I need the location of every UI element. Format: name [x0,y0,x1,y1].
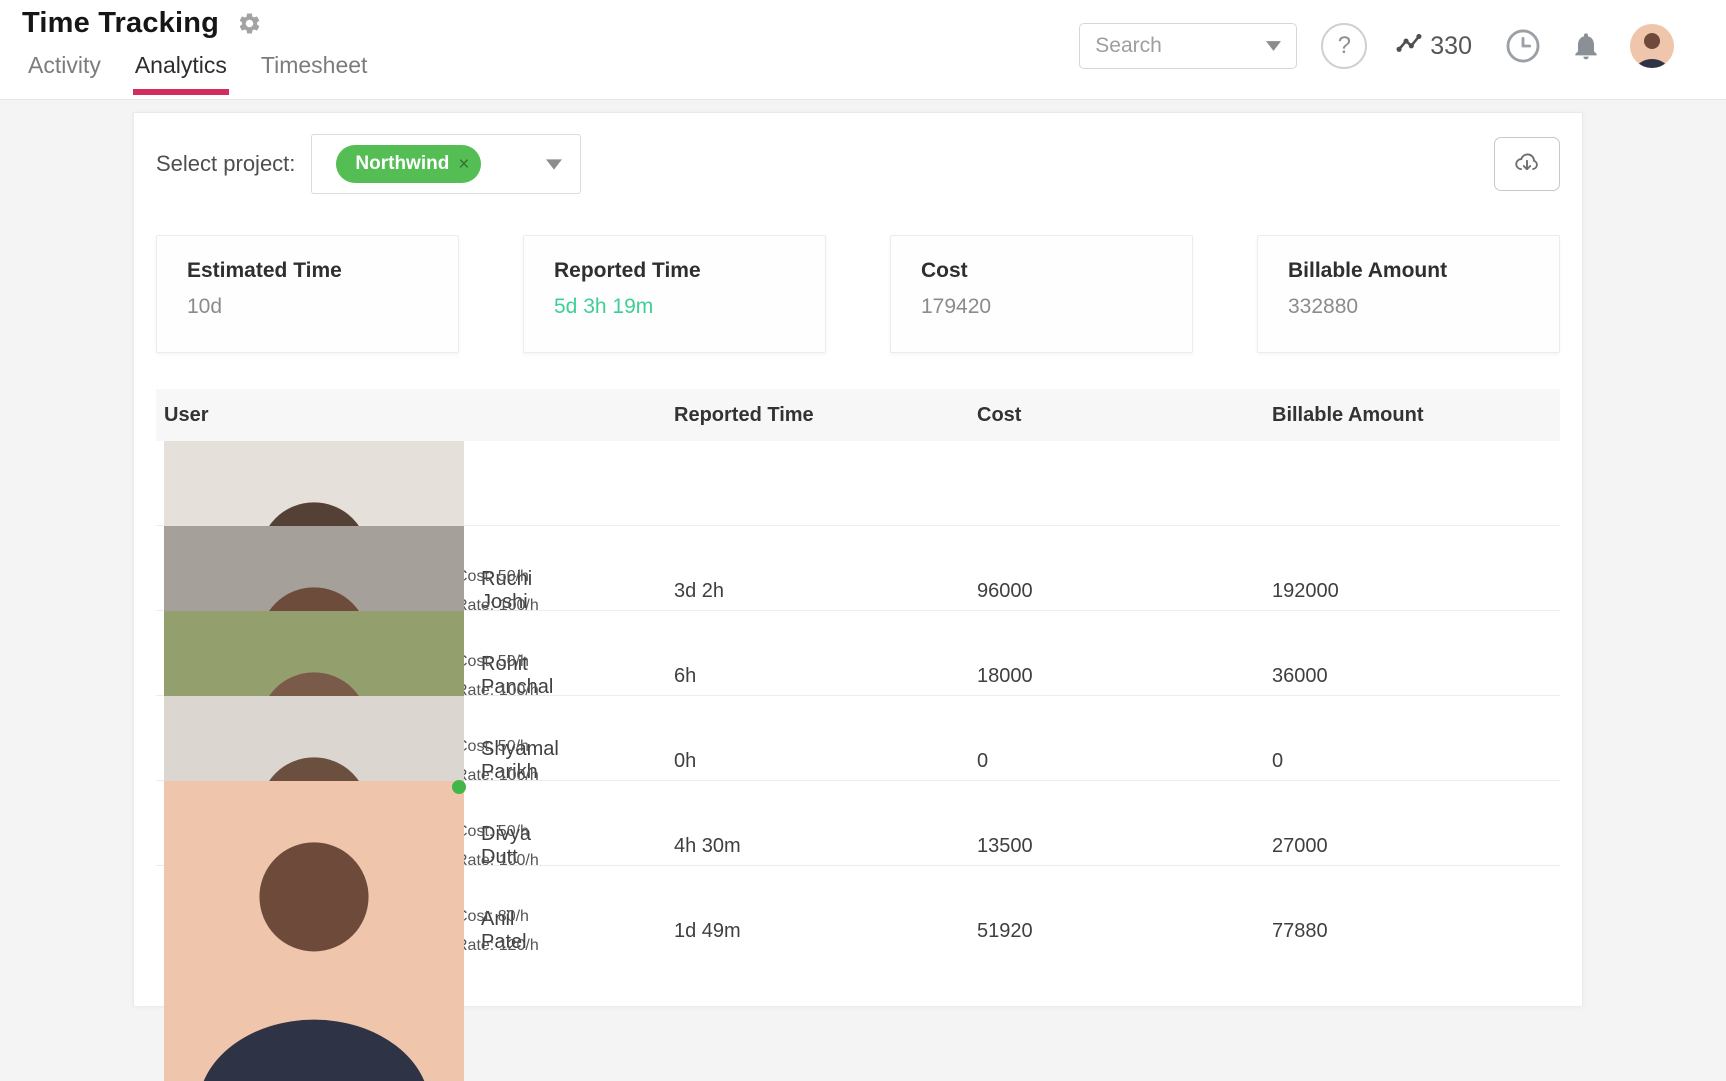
page-title: Time Tracking [22,7,220,39]
trend-icon [1395,30,1423,63]
cost-rate: Cost: 50/h Rate: 100/h [456,823,539,869]
project-tag-label: Northwind [355,153,450,174]
cost-rate: Cost: 50/h Rate: 100/h [456,653,539,699]
project-select[interactable]: Northwind × [311,134,582,194]
activity-counter[interactable]: 330 [1395,30,1472,63]
user-name: Anil Patel [481,908,527,953]
tab-timesheet[interactable]: Timesheet [260,52,368,78]
table-header: User Reported Time Cost Billable Amount [156,389,1560,441]
select-caret-icon[interactable] [546,158,563,170]
column-header-user: User [164,403,209,426]
app-header: Time Tracking Activity Analytics Timeshe… [0,0,1726,100]
cost-rate: Cost: 50/h Rate: 100/h [456,738,539,784]
billable-cell: 36000 [1272,664,1328,687]
summary-card-title: Reported Time [554,259,701,282]
export-button[interactable] [1494,137,1560,191]
analytics-panel: Select project: Northwind × Estimated Ti… [133,112,1583,1081]
avatar [164,781,464,1081]
main-tabs: Activity Analytics Timesheet [26,52,369,95]
reported-time-cell: 4h 30m [674,834,741,857]
tab-analytics[interactable]: Analytics [132,52,229,95]
summary-card-value: 5d 3h 19m [554,295,654,318]
summary-card-cost: Cost 179420 [890,235,1193,353]
reported-time-cell: 3d 2h [674,579,725,602]
cost-cell: 13500 [977,834,1033,857]
reported-time-cell: 1d 49m [674,919,741,942]
help-button[interactable]: ? [1321,23,1368,69]
summary-card-reported-time: Reported Time 5d 3h 19m [523,235,826,353]
billable-cell: 77880 [1272,919,1328,942]
summary-cards: Estimated Time 10d Reported Time 5d 3h 1… [156,235,1560,353]
project-tag: Northwind × [336,145,482,183]
search-box[interactable] [1079,23,1298,69]
users-table: User Reported Time Cost Billable Amount … [156,389,1560,1081]
tab-activity[interactable]: Activity [28,52,101,78]
question-icon: ? [1337,32,1351,59]
reported-time-cell: 0h [674,749,697,772]
billable-cell: 192000 [1272,579,1339,602]
user-name: Ruchi Joshi [481,568,533,613]
search-input[interactable] [1095,34,1259,58]
project-toolbar: Select project: Northwind × [156,133,1560,195]
column-header-billable-amount: Billable Amount [1272,403,1424,426]
cost-cell: 0 [977,749,989,772]
cloud-download-icon [1512,147,1542,182]
remove-tag-icon[interactable]: × [458,153,470,175]
summary-card-title: Estimated Time [187,259,342,282]
column-header-reported-time: Reported Time [674,403,814,426]
billable-cell: 0 [1272,749,1284,772]
cost-rate: Cost: 50/h Rate: 100/h [456,568,539,614]
summary-card-value: 10d [187,295,223,318]
summary-card-title: Billable Amount [1288,259,1448,282]
summary-card-value: 332880 [1288,295,1359,318]
cost-cell: 96000 [977,579,1033,602]
column-header-cost: Cost [977,403,1022,426]
summary-card-estimated-time: Estimated Time 10d [156,235,459,353]
cost-cell: 18000 [977,664,1033,687]
cost-rate: Cost: 80/h Rate: 120/h [456,908,539,954]
bell-icon[interactable] [1570,30,1602,62]
summary-card-title: Cost [921,259,968,282]
billable-cell: 27000 [1272,834,1328,857]
table-row: Ruchi Joshi Cost: 50/h Rate: 100/h 3d 2h… [156,441,1560,741]
summary-card-billable-amount: Billable Amount 332880 [1257,235,1560,353]
user-name: Shyamal Parikh [481,738,559,783]
select-project-label: Select project: [156,151,296,176]
trend-count: 330 [1430,31,1472,60]
clock-icon[interactable] [1504,27,1542,65]
chevron-down-icon[interactable] [1266,41,1282,51]
summary-card-value: 179420 [921,295,992,318]
cost-cell: 51920 [977,919,1033,942]
reported-time-cell: 6h [674,664,697,687]
user-name: Rohit Panchal [481,653,554,698]
online-dot [452,780,466,794]
user-name: Divya Dutt [481,823,532,868]
user-avatar[interactable] [1630,24,1674,68]
gear-icon[interactable] [237,11,262,36]
